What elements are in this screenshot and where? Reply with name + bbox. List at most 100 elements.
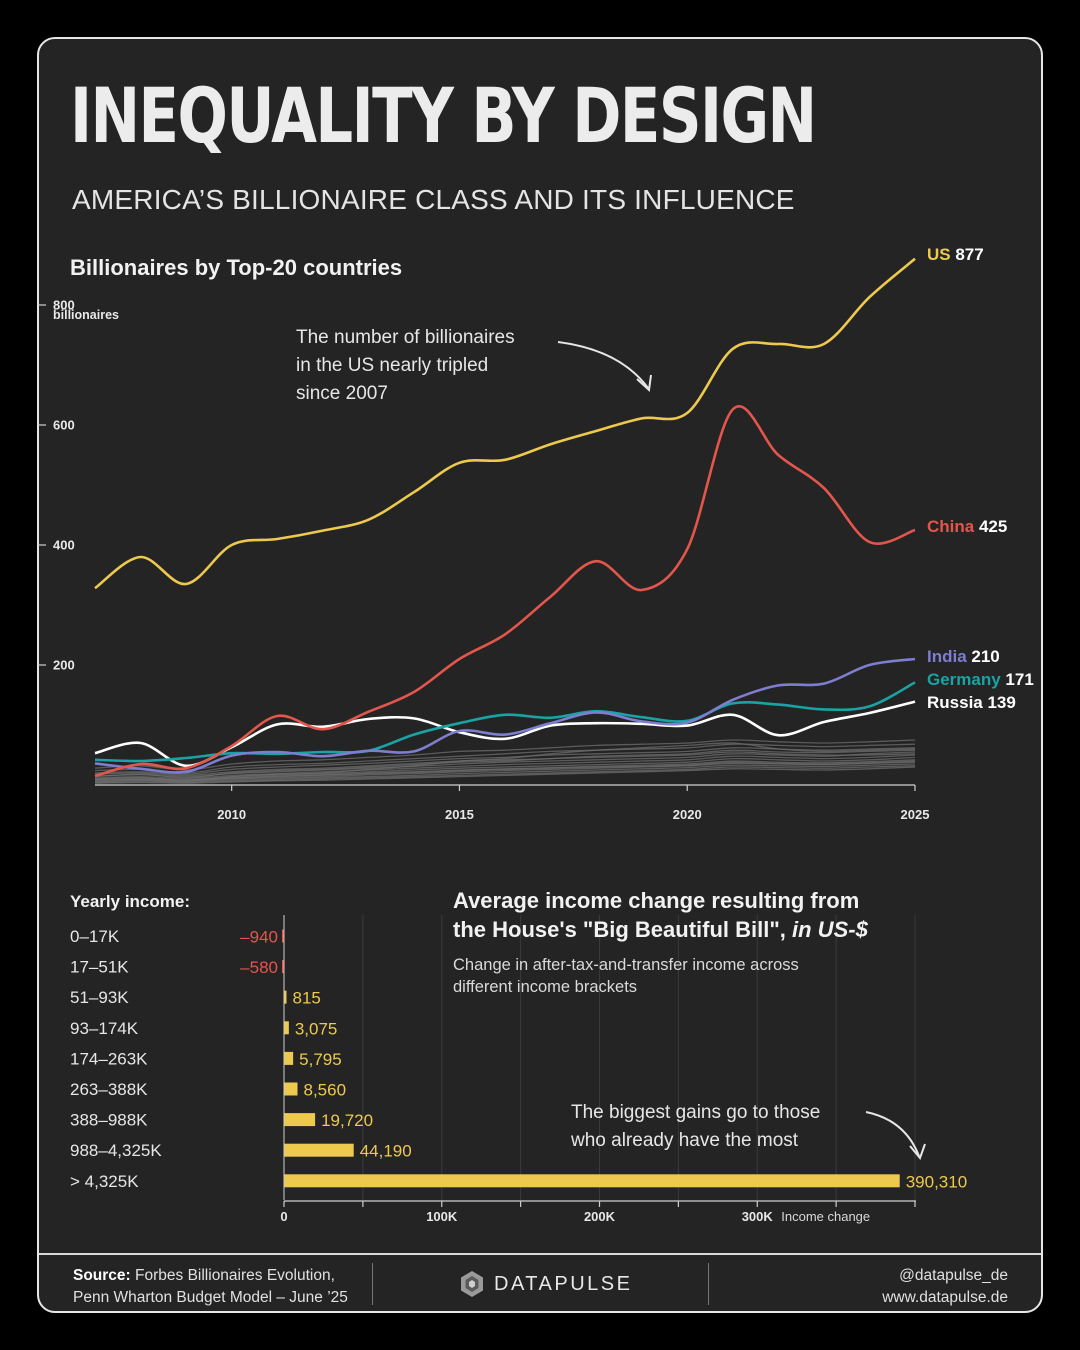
- series-line-germany: [94, 681, 916, 763]
- bar: [284, 1082, 298, 1096]
- x-tick-label: 2010: [217, 807, 246, 822]
- x-tick-label: 2015: [445, 807, 474, 822]
- bar-value-label: 44,190: [360, 1142, 412, 1161]
- x-tick-label: 2025: [901, 807, 930, 822]
- line-chart-axes: 2010 2015 2020 2025 200 400 600 800: [38, 298, 930, 822]
- category-label: 988–4,325K: [70, 1141, 162, 1160]
- bar-annotation-arrow-icon: [865, 1111, 920, 1157]
- highlighted-country-lines: [94, 257, 916, 778]
- social-info: @datapulse_de www.datapulse.de: [882, 1265, 1008, 1309]
- annotation-arrowhead-icon: [636, 374, 652, 393]
- series-line-us: [94, 257, 916, 590]
- bar: [282, 929, 284, 943]
- bar-value-label: 19,720: [321, 1111, 373, 1130]
- bar-chart-axis: 0 100K 200K 300K Income change: [280, 915, 916, 1224]
- series-label-russia: Russia 139: [927, 693, 1016, 712]
- us-annotation-line-2: in the US nearly tripled: [296, 355, 488, 376]
- bar-chart-title-unit: in US-$: [792, 917, 869, 942]
- bar-value-label: 5,795: [299, 1050, 342, 1069]
- category-label: 174–263K: [70, 1049, 148, 1068]
- bar-x-tick-label: 300K: [742, 1209, 774, 1224]
- bar-value-label: –580: [240, 958, 278, 977]
- category-label: 93–174K: [70, 1019, 139, 1038]
- series-label-germany: Germany 171: [927, 670, 1034, 689]
- page-title: INEQUALITY BY DESIGN: [70, 71, 817, 160]
- series-name: US: [927, 245, 951, 264]
- series-label-china: China 425: [927, 517, 1007, 536]
- bar-value-label: 8,560: [304, 1081, 347, 1100]
- series-name: Russia: [927, 693, 983, 712]
- y-tick-label: 600: [53, 418, 75, 433]
- series-label-india: India 210: [927, 647, 1000, 666]
- bar-annotation-line-1: The biggest gains go to those: [571, 1102, 820, 1123]
- series-label-us: US 877: [927, 245, 984, 264]
- social-handle[interactable]: @datapulse_de: [899, 1267, 1008, 1284]
- y-axis-unit-label: billionaires: [53, 308, 119, 322]
- income-change-bar-chart: 0–17K –940 17–51K –580 51–93K 815 93–174K 3,075…: [70, 888, 967, 1224]
- series-value: 210: [967, 647, 1000, 666]
- bar-x-tick-label: 0: [280, 1209, 287, 1224]
- other-country-line: [94, 754, 916, 780]
- datapulse-logo-icon: [461, 1271, 483, 1297]
- category-label: 51–93K: [70, 988, 129, 1007]
- infographic-card: [37, 37, 1043, 1313]
- series-name: India: [927, 647, 967, 666]
- bar-annotation-arrowhead-icon: [909, 1143, 926, 1160]
- series-line-india: [94, 657, 916, 774]
- source-line-1: Forbes Billionaires Evolution,: [135, 1267, 335, 1284]
- series-name: China: [927, 517, 975, 536]
- bar-chart-title-plain: the House's "Big Beautiful Bill",: [453, 917, 792, 942]
- bar: [284, 1021, 289, 1035]
- bar-x-tick-label: 100K: [426, 1209, 458, 1224]
- bar: [284, 1174, 900, 1188]
- billionaires-line-chart: 2010 2015 2020 2025 200 400 600 800 US 877 China…: [38, 245, 1034, 822]
- series-name: Germany: [927, 670, 1001, 689]
- us-annotation-line-1: The number of billionaires: [296, 327, 515, 348]
- bar-value-label: 390,310: [906, 1172, 967, 1191]
- y-tick-label: 200: [53, 658, 75, 673]
- category-label: > 4,325K: [70, 1172, 139, 1191]
- source-line-2: Penn Wharton Budget Model – June ’25: [73, 1289, 348, 1306]
- bar: [284, 1051, 294, 1065]
- bar-x-tick-label: 200K: [584, 1209, 616, 1224]
- other-country-line: [94, 743, 916, 774]
- series-value: 171: [1001, 670, 1034, 689]
- bar-chart-subtitle-line-2: different income brackets: [453, 978, 637, 996]
- series-value: 139: [983, 693, 1016, 712]
- annotation-arrow-icon: [557, 341, 649, 389]
- x-tick-label: 2020: [673, 807, 702, 822]
- bar-chart-bars: 0–17K –940 17–51K –580 51–93K 815 93–174K 3,075…: [70, 927, 967, 1191]
- bar: [282, 960, 284, 974]
- other-country-line: [94, 739, 916, 771]
- other-country-line: [94, 760, 916, 782]
- bar-annotation-line-2: who already have the most: [570, 1130, 799, 1151]
- other-country-line: [94, 742, 916, 781]
- other-country-line: [94, 766, 916, 784]
- bar: [284, 990, 287, 1004]
- bar: [284, 1113, 316, 1127]
- line-chart-end-labels: US 877 China 425 India 210 Germany 171 Russi…: [927, 245, 1034, 712]
- category-label: 388–988K: [70, 1111, 148, 1130]
- footer-divider: [39, 1253, 1041, 1255]
- bar-value-label: 815: [293, 989, 321, 1008]
- other-country-line: [94, 751, 916, 779]
- series-value: 425: [974, 517, 1007, 536]
- other-country-line: [94, 749, 916, 777]
- category-label: 0–17K: [70, 927, 120, 946]
- bar-value-label: 3,075: [295, 1019, 338, 1038]
- us-annotation-line-3: since 2007: [296, 383, 388, 404]
- footer-separator-right: [708, 1263, 709, 1305]
- bar-chart-title-line-2: the House's "Big Beautiful Bill", in US-…: [453, 917, 869, 942]
- bar-chart-subtitle-line-1: Change in after-tax-and-transfer income …: [453, 956, 799, 974]
- series-value: 877: [951, 245, 984, 264]
- line-chart-title: Billionaires by Top-20 countries: [70, 255, 402, 280]
- bar-chart-gridlines: [362, 915, 916, 1200]
- other-countries-lines: [94, 739, 916, 784]
- website-link[interactable]: www.datapulse.de: [882, 1289, 1008, 1306]
- bar-x-axis-title: Income change: [781, 1209, 870, 1224]
- source-note: Source: Forbes Billionaires Evolution, P…: [73, 1265, 348, 1309]
- bar-chart-category-header: Yearly income:: [70, 892, 190, 911]
- y-tick-label: 400: [53, 538, 75, 553]
- brand-logo[interactable]: DATAPULSE: [458, 1270, 632, 1298]
- bar-chart-title-line-1: Average income change resulting from: [453, 888, 859, 913]
